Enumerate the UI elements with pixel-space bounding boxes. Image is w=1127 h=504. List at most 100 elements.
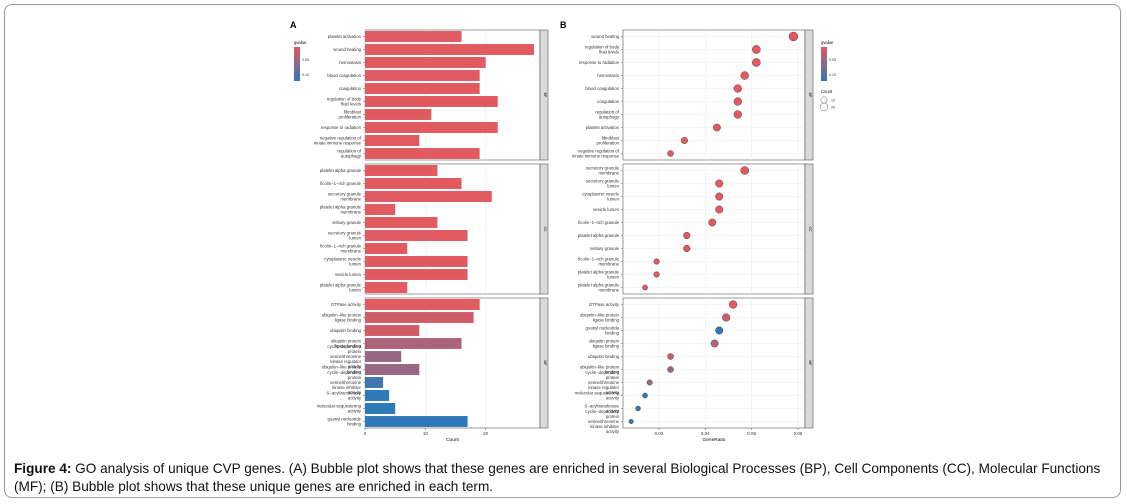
term-label: ubiquitin binding (588, 354, 620, 359)
legend-size-circle (820, 96, 828, 104)
term-label: regulation of body fluid levels (327, 96, 362, 106)
bubble (653, 271, 660, 278)
term-label: fibroblast proliferation (339, 109, 362, 119)
panel-b-facet-frame (622, 163, 806, 295)
panel-a-facet-strip (539, 297, 549, 429)
bubble (713, 123, 721, 132)
legend-tick-label: 0.05 (302, 58, 309, 62)
term-label: negative regulation of innate immune resp… (314, 135, 362, 145)
term-label: coagulation (339, 86, 362, 91)
term-label: blood coagulation (585, 86, 619, 91)
term-label: ubiquitin protein ligase binding (331, 338, 362, 348)
term-label: ubiquitin−like protein ligase binding (580, 312, 620, 322)
term-label: ficolin−1−rich granule membrane (320, 243, 361, 253)
term-label: S−acyltransferase activity (584, 403, 619, 413)
term-label: ubiquitin−like protein ligase binding (322, 312, 362, 322)
term-label: hemostasis (597, 73, 619, 78)
bar (365, 377, 384, 388)
legend-size-title: Count (821, 89, 833, 94)
bubble (642, 392, 648, 399)
term-label: platelet alpha granule (320, 168, 362, 173)
term-label: ubiquitin−like protein binding (322, 364, 362, 374)
bubble (683, 244, 691, 253)
term-label: vesicle lumen (335, 272, 362, 277)
term-label: secretory granule lumen (586, 178, 620, 188)
facet-strip-label: CC (543, 226, 547, 232)
bar (365, 165, 438, 176)
bubble (715, 205, 724, 214)
figure-frame (4, 4, 1121, 498)
bubble (646, 379, 653, 386)
term-label: negative regulation of innate immune resp… (572, 148, 620, 158)
term-label: cyclin−dependent protein serine/threonine k… (585, 370, 619, 395)
term-label: secretory granule membrane (328, 191, 362, 201)
term-label: guanyl nucleotide binding (586, 325, 620, 335)
bar (365, 338, 462, 349)
facet-strip-label: MF (808, 360, 812, 365)
term-label: cyclin−dependent protein serine/threonine k… (327, 370, 361, 395)
term-label: platelet alpha granule lumen (320, 282, 362, 292)
term-label: guanyl nucleotide binding (328, 416, 362, 426)
panel-b-facet-strip (804, 29, 814, 161)
bar (365, 31, 462, 42)
bar (365, 204, 396, 215)
term-label: cytoplasmic vesicle lumen (582, 191, 619, 201)
bar (365, 83, 480, 94)
bar (365, 299, 480, 310)
legend-title: qvalue (294, 40, 307, 45)
panel-b-bubble-chart: BP wound healing regulation of body fluid l… (572, 29, 836, 443)
facet-strip-label: CC (808, 226, 812, 232)
x-tick-label: 0.08 (794, 431, 803, 436)
bar (365, 122, 498, 133)
term-label: ficolin−1−rich granule membrane (578, 256, 619, 266)
bar (365, 256, 468, 267)
facet-strip-label: BP (808, 93, 812, 98)
bar (365, 178, 462, 189)
bubble (680, 137, 688, 144)
bar (365, 70, 480, 81)
bar (365, 230, 468, 241)
term-label: vesicle lumen (593, 207, 620, 212)
bubble (715, 326, 724, 335)
legend-colorbar (821, 47, 827, 81)
panel-b-facet-strip (804, 297, 814, 429)
term-label: platelet alpha granule lumen (578, 269, 620, 279)
term-label: cyclin−dependent protein serine/threonine k… (327, 344, 361, 369)
legend-tick-label: 0.10 (302, 73, 309, 77)
x-axis-title: GeneRatio (703, 437, 726, 443)
panel-b-label: B (560, 20, 567, 30)
legend-tick-label: 0.10 (829, 73, 836, 77)
bubble (667, 150, 674, 157)
x-tick-label: 20 (483, 431, 489, 436)
bubble (708, 218, 717, 227)
term-label: cyclin−dependent protein serine/threonine k… (585, 409, 619, 434)
legend-size-circle (819, 102, 829, 112)
term-label: platelet alpha granule membrane (320, 204, 362, 214)
bar (365, 351, 402, 362)
x-tick-label: 0 (364, 431, 367, 436)
term-label: tertiary granule (332, 220, 361, 225)
panel-a-bar-chart: BP platelet activation wound healing hemost… (294, 29, 549, 443)
bubble (788, 31, 799, 42)
figure-caption: Figure 4: GO analysis of unique CVP gene… (14, 460, 1114, 496)
panel-b-facet-frame (622, 29, 806, 161)
term-label: platelet activation (328, 34, 362, 39)
term-label: GTPase activity (331, 302, 362, 307)
x-tick-label: 0.06 (747, 431, 756, 436)
bubble (733, 110, 742, 119)
bubble (642, 284, 648, 291)
bar (365, 191, 492, 202)
legend-tick-label: 0.05 (829, 58, 836, 62)
panel-b-facet-strip (804, 163, 814, 295)
x-tick-label: 10 (423, 431, 429, 436)
bar (365, 390, 390, 401)
legend-size-label: 10 (831, 98, 835, 102)
term-label: platelet alpha granule (578, 233, 620, 238)
panel-a-facet-strip (539, 29, 549, 161)
bubble (729, 300, 738, 309)
term-label: fibroblast proliferation (597, 135, 620, 145)
bar (365, 243, 408, 254)
bubble (710, 339, 719, 348)
bubble (653, 258, 660, 265)
bar (365, 403, 396, 414)
